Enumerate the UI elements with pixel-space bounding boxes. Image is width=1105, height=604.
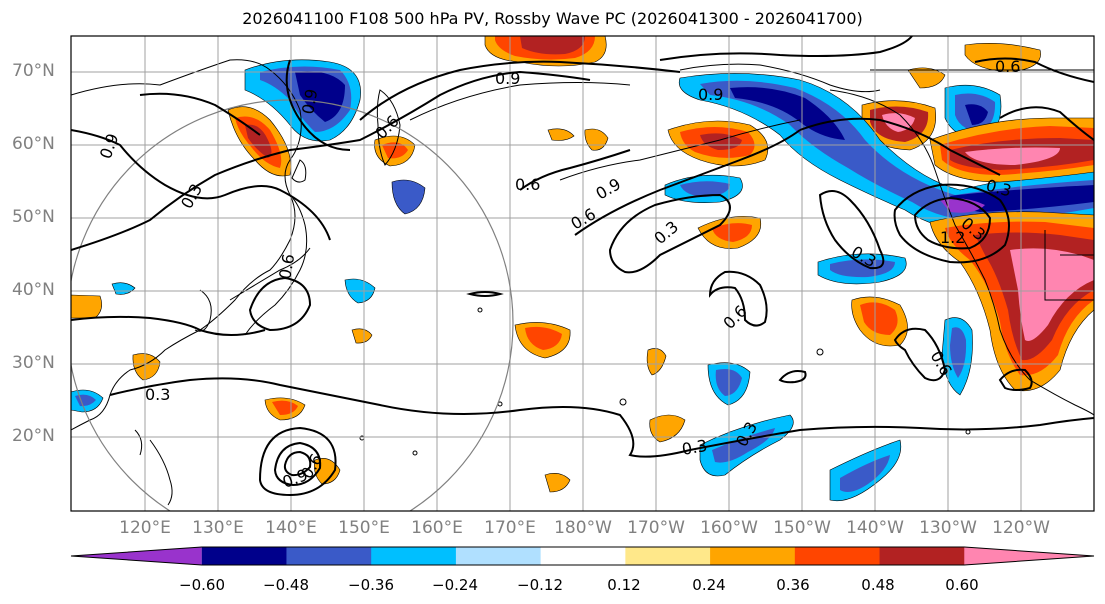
lat-label-70n: 70°N [12, 61, 55, 81]
shade-band-neg5 [940, 198, 985, 213]
lon-label-180w: 180°W [554, 518, 612, 538]
colorbar-bin [625, 547, 711, 565]
pv-contours [71, 36, 1094, 497]
colorbar-bin [455, 547, 542, 565]
lon-label-130e: 130°E [192, 518, 244, 538]
colorbar-tick-label: 0.24 [692, 576, 726, 594]
shade-patch-20c [965, 104, 988, 125]
colorbar-tick-label: 0.12 [607, 576, 641, 594]
lon-label-150w: 150°W [773, 518, 831, 538]
colorbar-bin [201, 547, 287, 565]
shade-patch-14 [547, 128, 575, 141]
colorbar-bin [286, 547, 372, 565]
shade-patch-16 [649, 414, 686, 443]
lat-label-30n: 30°N [12, 353, 55, 373]
lon-label-120e: 120°E [119, 518, 171, 538]
gridlines [71, 36, 1094, 511]
lon-label-140w: 140°W [846, 518, 904, 538]
shade-aleutian-neg2 [680, 181, 730, 197]
lat-label-50n: 50°N [12, 207, 55, 227]
shade-patch-5 [351, 328, 373, 344]
colorbar-bin [540, 547, 626, 565]
lon-label-130w: 130°W [919, 518, 977, 538]
colorbar-tick-label: −0.48 [263, 576, 309, 594]
shade-ne-pos4 [965, 147, 1060, 165]
shade-patch-7 [71, 294, 102, 319]
map-frame [70, 35, 1095, 512]
shade-patch-2 [391, 179, 426, 215]
lon-label-170w: 170°W [627, 518, 685, 538]
shade-okhotsk-neg3 [295, 71, 345, 122]
map-title: 2026041100 F108 500 hPa PV, Rossby Wave … [242, 9, 863, 28]
colorbar-outline [70, 546, 1095, 566]
shade-north-pos3 [520, 36, 585, 55]
contour-label: 0.6 [275, 252, 298, 280]
shade-band-neg4 [950, 185, 1094, 212]
shade-band-neg3 [730, 87, 845, 140]
map-plot-area: 0.9 0.3 0.9 0.6 0.9 0.6 0.6 0.9 0.3 0.6 … [71, 36, 1094, 511]
lat-label-60n: 60°N [12, 134, 55, 154]
colorbar-tick-label: 0.60 [945, 576, 979, 594]
shade-aleutian-pos3 [700, 133, 742, 150]
shade-patch-19b [950, 327, 967, 378]
lat-label-40n: 40°N [12, 280, 55, 300]
contour-label: 0.9 [698, 85, 723, 104]
colorbar-extend-max [964, 547, 1094, 565]
shade-kamchatka-pos3 [245, 124, 272, 158]
lon-label-160e: 160°E [411, 518, 463, 538]
contour-label: 0.9 [495, 69, 520, 88]
colorbar-tick-label: −0.36 [348, 576, 394, 594]
colorbar-tick-label: 0.36 [776, 576, 810, 594]
lat-label-20n: 20°N [12, 426, 55, 446]
shade-patch-17b [830, 259, 895, 278]
lon-label-160w: 160°W [700, 518, 758, 538]
contour-label: 1.2 [940, 228, 965, 247]
colorbar-tick-label: −0.24 [432, 576, 478, 594]
lon-label-140e: 140°E [265, 518, 317, 538]
contour-label: 0.9 [298, 87, 321, 115]
colorbar-bin [371, 547, 457, 565]
colorbar-bin [710, 547, 796, 565]
contour-label: 0.6 [995, 57, 1020, 76]
lon-label-120w: 120°W [992, 518, 1050, 538]
colorbar-bin [794, 547, 881, 565]
colorbar-tick-label: −0.60 [179, 576, 225, 594]
colorbar-tick-label: 0.48 [861, 576, 895, 594]
shade-mid-pos2 [712, 223, 752, 242]
contour-label: 0.3 [145, 385, 170, 404]
shade-south-neg3b [840, 455, 890, 492]
coastlines [71, 59, 1094, 506]
shade-patch-23 [907, 67, 946, 89]
lon-label-170e: 170°E [484, 518, 536, 538]
colorbar-bin [879, 547, 965, 565]
contour-label: 0.3 [680, 436, 708, 459]
shade-patch-3b [525, 326, 562, 350]
colorbar-extend-min [71, 547, 202, 565]
shade-patch-18b [860, 302, 898, 335]
contour-label: 0.6 [515, 175, 540, 194]
shade-patch-12 [544, 473, 571, 493]
shade-wc-pos4 [1010, 248, 1094, 341]
shade-patch-1b [382, 142, 408, 159]
colorbar [70, 546, 1095, 566]
colorbar-tick-label: −0.12 [517, 576, 563, 594]
lon-label-150e: 150°E [338, 518, 390, 538]
